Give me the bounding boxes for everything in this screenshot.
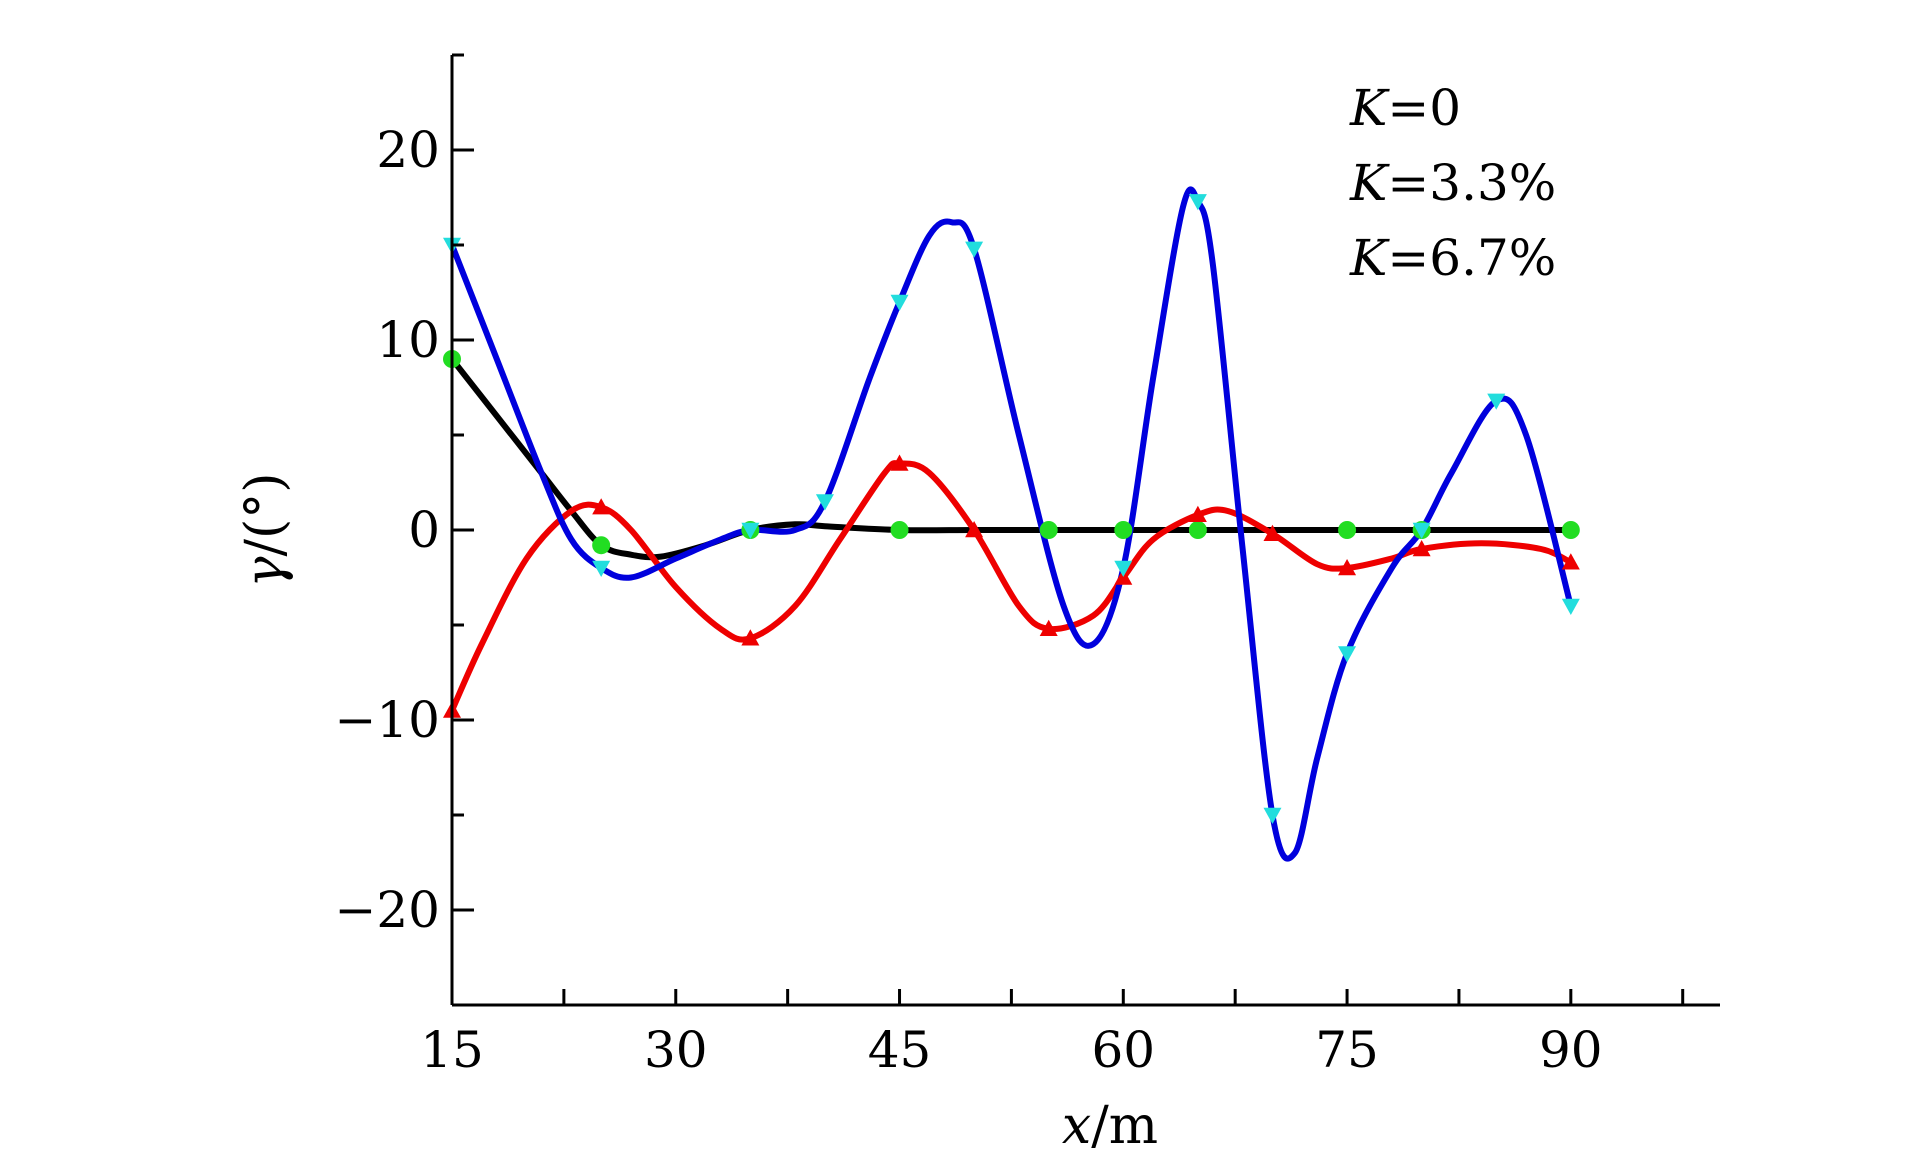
series-1-marker [890,454,909,471]
series-2-marker [1263,807,1282,824]
series-1-marker [592,498,611,515]
series-2-marker [1188,194,1207,211]
x-tick-label: 60 [1091,1021,1155,1079]
series-2-marker [1412,522,1431,539]
legend-entry-k33: K=3.3% [1349,154,1556,212]
series-0-marker [1188,521,1207,539]
series-1-marker [965,521,984,538]
series-2-marker [1561,598,1580,615]
series-1-marker [1338,559,1357,576]
y-tick-label: −20 [334,881,440,939]
y-axis-label: γ/(°) [235,472,295,587]
plot-lines [449,186,1574,862]
y-tick-label: −10 [334,691,440,749]
series-1-marker [1188,505,1207,522]
series-0-marker [1114,521,1133,539]
x-axis-label: x/m [1062,1096,1158,1156]
series-2-marker [1487,393,1506,410]
x-ticks: 15 30 45 60 75 90 [420,989,1685,1079]
series-2-marker [890,294,909,311]
x-tick-label: 15 [420,1021,484,1079]
series-2-marker [965,241,984,258]
x-tick-label: 90 [1539,1021,1603,1079]
series-0-marker [592,536,611,555]
legend-entry-k67: K=6.7% [1349,229,1556,287]
series-1-marker [1039,619,1058,636]
series-line-0 [449,356,1574,561]
series-0-marker [1561,521,1580,539]
series-0-marker [1039,521,1058,539]
x-tick-label: 45 [868,1021,932,1079]
y-tick-label: 10 [376,311,440,369]
series-2-marker [815,494,834,511]
y-tick-label: 20 [376,121,440,179]
legend: K=0 K=3.3% K=6.7% [1349,79,1556,287]
x-tick-label: 75 [1315,1021,1379,1079]
y-tick-label: 0 [408,501,440,559]
series-0-marker [1338,521,1357,539]
plot-markers [443,194,1580,824]
series-2-marker [741,522,760,539]
x-tick-label: 30 [644,1021,708,1079]
series-2-marker [1114,560,1133,577]
series-1-marker [1412,540,1431,557]
series-1-marker [1263,524,1282,541]
series-line-2 [449,186,1574,862]
series-0-marker [890,521,909,539]
series-2-marker [1338,646,1357,663]
series-1-marker [1561,553,1580,570]
series-2-marker [592,560,611,577]
y-ticks: −20 −10 0 10 20 [334,53,474,939]
legend-entry-k0: K=0 [1349,79,1461,137]
series-line-1 [449,460,1574,714]
series-1-marker [741,629,760,646]
